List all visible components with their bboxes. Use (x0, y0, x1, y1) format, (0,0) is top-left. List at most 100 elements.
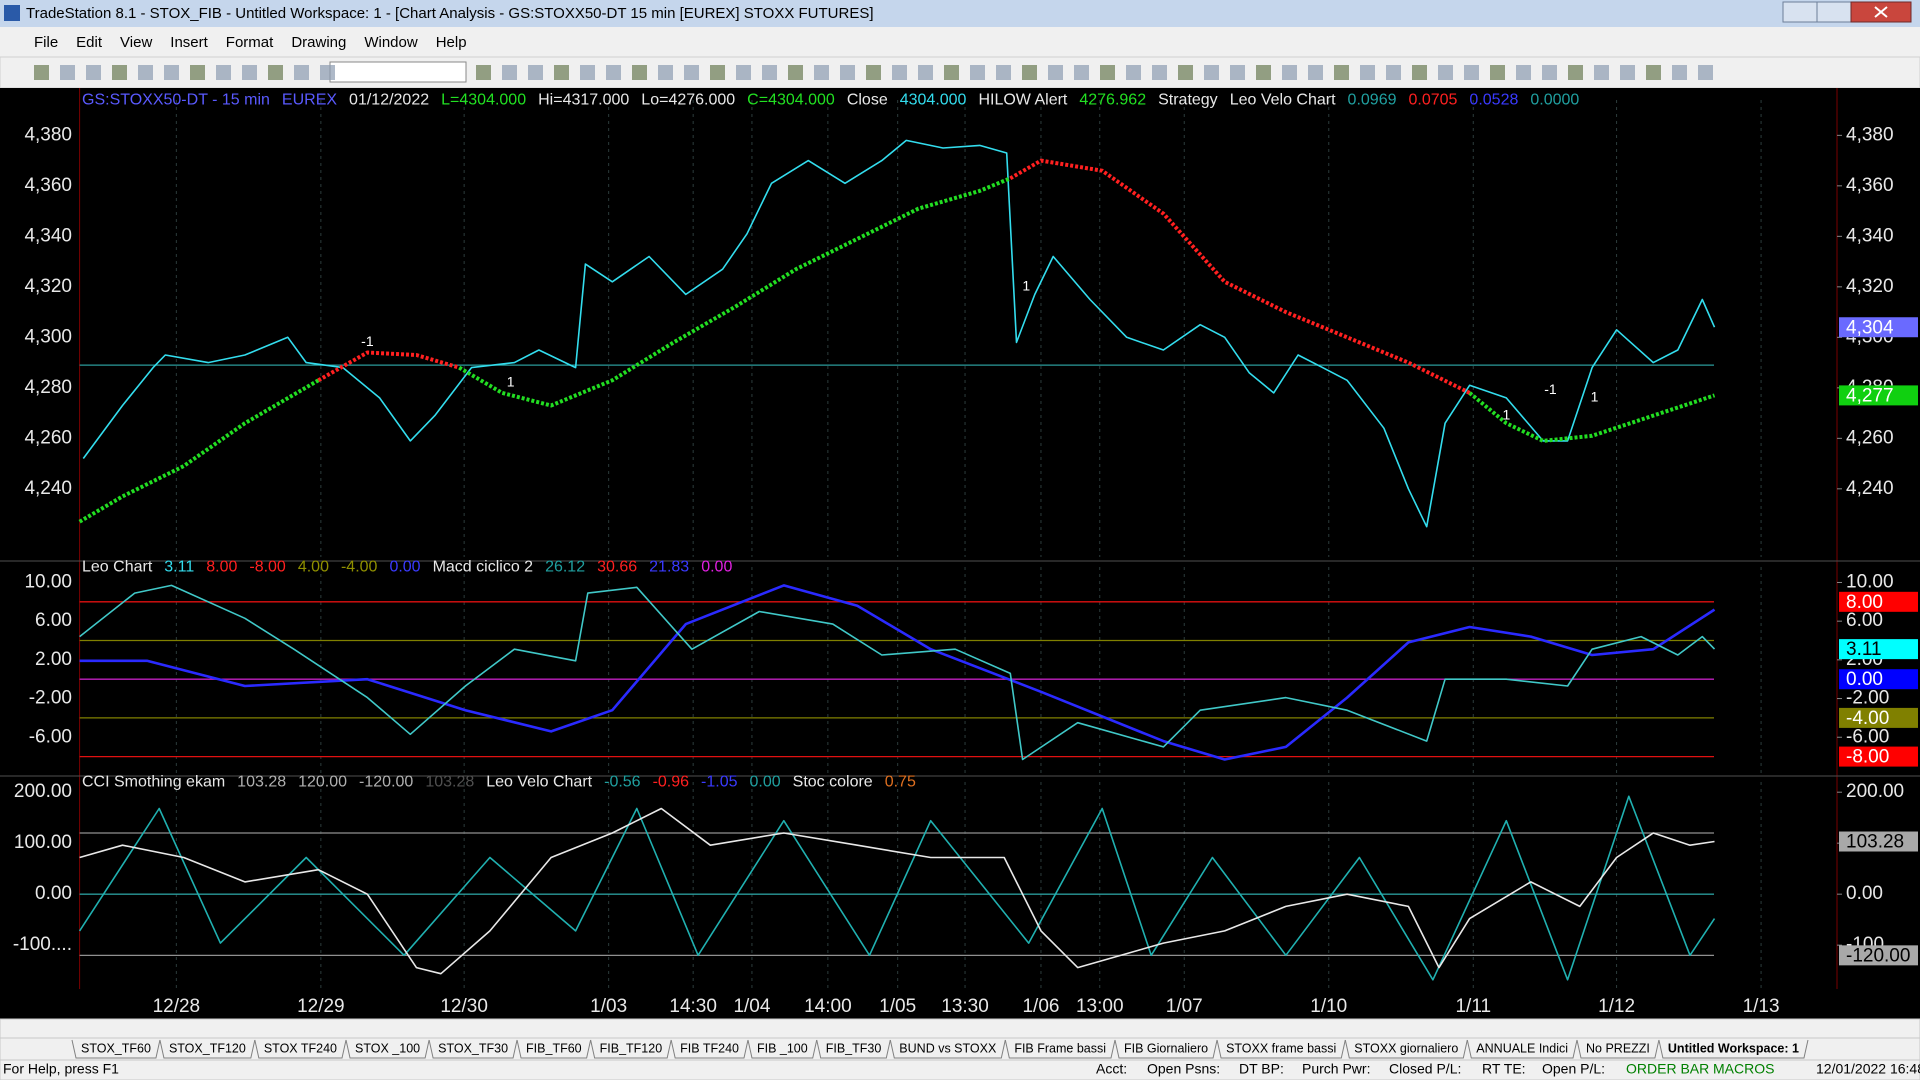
toolbar-button[interactable] (34, 65, 49, 80)
toolbar-button[interactable] (1490, 65, 1505, 80)
toolbar-button[interactable] (762, 65, 777, 80)
workspace-tab[interactable]: STOX_TF120 (169, 1041, 246, 1055)
series-line (79, 807, 1715, 975)
symbol-combo[interactable] (329, 61, 467, 83)
toolbar-button[interactable] (1256, 65, 1271, 80)
menu-item[interactable]: Format (226, 34, 274, 51)
toolbar-button[interactable] (164, 65, 179, 80)
toolbar-button[interactable] (60, 65, 75, 80)
toolbar-button[interactable] (1100, 65, 1115, 80)
toolbar-button[interactable] (1048, 65, 1063, 80)
workspace-tab[interactable]: STOXX frame bassi (1226, 1041, 1336, 1055)
toolbar-button[interactable] (580, 65, 595, 80)
toolbar-button[interactable] (242, 65, 257, 80)
toolbar-button[interactable] (216, 65, 231, 80)
toolbar-button[interactable] (1646, 65, 1661, 80)
toolbar-button[interactable] (1308, 65, 1323, 80)
toolbar-button[interactable] (1542, 65, 1557, 80)
toolbar-button[interactable] (684, 65, 699, 80)
toolbar-button[interactable] (814, 65, 829, 80)
toolbar-button[interactable] (1412, 65, 1427, 80)
toolbar-button[interactable] (1438, 65, 1453, 80)
toolbar-button[interactable] (1594, 65, 1609, 80)
toolbar-button[interactable] (1334, 65, 1349, 80)
toolbar-button[interactable] (1282, 65, 1297, 80)
app-icon (4, 5, 20, 21)
toolbar-button[interactable] (1672, 65, 1687, 80)
toolbar-button[interactable] (190, 65, 205, 80)
menu-item[interactable]: Help (436, 34, 467, 51)
status-item: For Help, press F1 (3, 1061, 119, 1077)
y-tick-label: 10.00 (24, 571, 72, 592)
toolbar-button[interactable] (1074, 65, 1089, 80)
toolbar-button[interactable] (86, 65, 101, 80)
toolbar-button[interactable] (1516, 65, 1531, 80)
workspace-tab[interactable]: Untitled Workspace: 1 (1668, 1041, 1799, 1055)
workspace-tab[interactable]: BUND vs STOXX (899, 1041, 997, 1055)
toolbar-button[interactable] (1178, 65, 1193, 80)
y-tick-label: 6.00 (1846, 610, 1883, 631)
menu-item[interactable]: Window (364, 34, 418, 51)
workspace-tab[interactable]: STOX _100 (355, 1041, 420, 1055)
toolbar-button[interactable] (606, 65, 621, 80)
workspace-tab[interactable]: FIB_TF60 (526, 1041, 582, 1055)
toolbar-button[interactable] (892, 65, 907, 80)
toolbar-button[interactable] (918, 65, 933, 80)
workspace-tab[interactable]: ANNUALE Indici (1476, 1041, 1568, 1055)
toolbar-button[interactable] (1568, 65, 1583, 80)
toolbar-button[interactable] (1360, 65, 1375, 80)
toolbar-button[interactable] (1204, 65, 1219, 80)
toolbar-button[interactable] (554, 65, 569, 80)
toolbar-button[interactable] (736, 65, 751, 80)
workspace-tab[interactable]: FIB TF240 (680, 1041, 739, 1055)
menu-item[interactable]: Drawing (291, 34, 346, 51)
scrollbar[interactable] (0, 1018, 1920, 1039)
toolbar-button[interactable] (268, 65, 283, 80)
toolbar-button[interactable] (138, 65, 153, 80)
toolbar-button[interactable] (710, 65, 725, 80)
workspace-tab[interactable]: FIB_TF30 (826, 1041, 882, 1055)
tab-outline (1004, 1039, 1116, 1059)
workspace-tab[interactable]: STOX_TF30 (438, 1041, 508, 1055)
menu-item[interactable]: File (34, 34, 58, 51)
workspace-tab[interactable]: STOXX giornaliero (1354, 1041, 1458, 1055)
panel-header: 0.00 (750, 774, 781, 791)
annotation: -1 (1544, 381, 1557, 397)
toolbar-button[interactable] (866, 65, 881, 80)
workspace-tab[interactable]: FIB _100 (757, 1041, 808, 1055)
toolbar-button[interactable] (788, 65, 803, 80)
toolbar-button[interactable] (112, 65, 127, 80)
workspace-tab[interactable]: No PREZZI (1586, 1041, 1650, 1055)
tab-outline (670, 1039, 749, 1059)
toolbar-button[interactable] (658, 65, 673, 80)
menu-item[interactable]: View (120, 34, 152, 51)
workspace-tab[interactable]: STOX TF240 (264, 1041, 337, 1055)
maximize-button[interactable] (1816, 1, 1852, 23)
toolbar-button[interactable] (294, 65, 309, 80)
toolbar-button[interactable] (1126, 65, 1141, 80)
workspace-tab[interactable]: FIB_TF120 (600, 1041, 663, 1055)
workspace-tab[interactable]: FIB Frame bassi (1014, 1041, 1106, 1055)
toolbar-button[interactable] (1698, 65, 1713, 80)
toolbar-button[interactable] (502, 65, 517, 80)
toolbar-button[interactable] (840, 65, 855, 80)
menu-item[interactable]: Insert (170, 34, 208, 51)
toolbar-button[interactable] (528, 65, 543, 80)
toolbar-button[interactable] (1464, 65, 1479, 80)
toolbar-button[interactable] (996, 65, 1011, 80)
toolbar-button[interactable] (1022, 65, 1037, 80)
toolbar-button[interactable] (632, 65, 647, 80)
menu-item[interactable]: Edit (76, 34, 103, 51)
toolbar-button[interactable] (1386, 65, 1401, 80)
workspace-tab[interactable]: STOX_TF60 (81, 1041, 151, 1055)
toolbar-button[interactable] (944, 65, 959, 80)
toolbar-button[interactable] (1152, 65, 1167, 80)
toolbar-button[interactable] (970, 65, 985, 80)
workspace-tab[interactable]: FIB Giornaliero (1124, 1041, 1208, 1055)
toolbar-button[interactable] (1620, 65, 1635, 80)
toolbar-button[interactable] (320, 65, 335, 80)
toolbar-button[interactable] (1230, 65, 1245, 80)
toolbar-button[interactable] (476, 65, 491, 80)
panel-header: 3.11 (164, 559, 194, 576)
minimize-button[interactable] (1782, 1, 1818, 23)
